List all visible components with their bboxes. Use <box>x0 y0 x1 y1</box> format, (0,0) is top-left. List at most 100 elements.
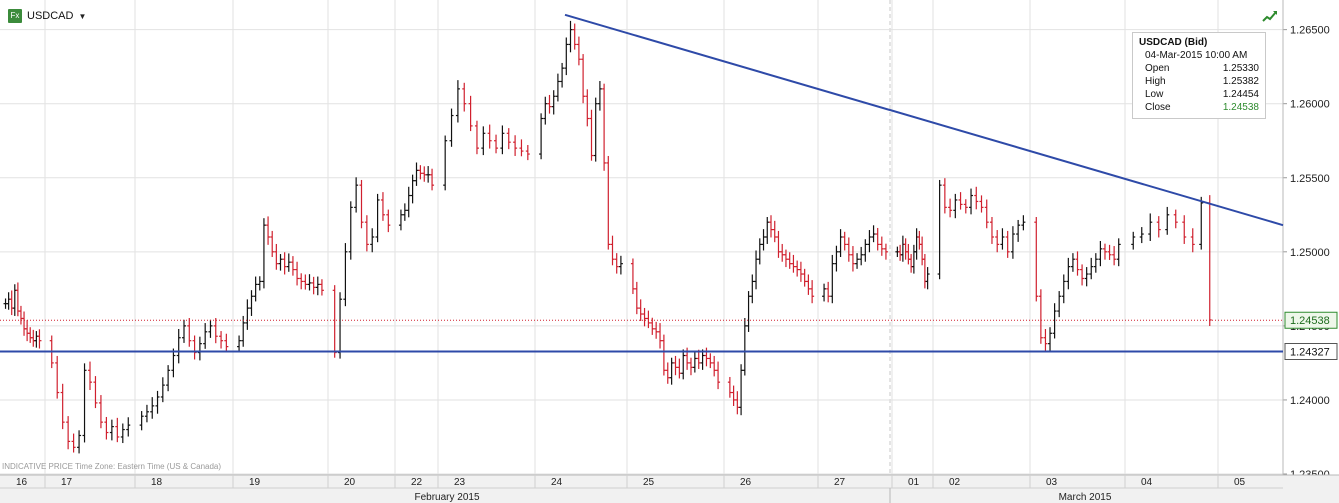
ohlc-bar <box>364 215 369 252</box>
ohlc-bar <box>937 179 942 280</box>
ohlc-bar <box>253 276 258 302</box>
ohlc-bar <box>398 209 403 231</box>
ohlc-bar <box>696 349 701 369</box>
ohlc-bar <box>406 186 411 218</box>
x-tick-label: 01 <box>908 477 920 488</box>
ohlc-bar <box>213 318 218 344</box>
ohlc-bar <box>1016 219 1021 242</box>
ohlc-bar <box>742 318 747 376</box>
ohlc-bar <box>1182 215 1187 244</box>
ohlc-bar <box>948 198 953 218</box>
ohlc-bar <box>261 218 266 289</box>
ohlc-bar <box>688 357 693 376</box>
ohlc-bar <box>1102 243 1107 260</box>
ohlc-bar <box>282 252 287 275</box>
ohlc-bar <box>219 331 224 349</box>
symbol-selector[interactable]: Fx USDCAD ▼ <box>8 7 86 25</box>
ohlc-bar <box>109 419 114 441</box>
ohlc-bar <box>969 188 974 215</box>
ohlc-bar <box>883 243 888 260</box>
ohlc-bar <box>942 178 947 214</box>
ohlc-bar <box>55 355 60 399</box>
ohlc-bar <box>249 290 254 316</box>
indicative-price-note: INDICATIVE PRICE Time Zone: Eastern Time… <box>2 462 222 471</box>
resistance-trendline <box>564 13 1284 227</box>
ohlc-bar <box>1165 206 1170 235</box>
ohlc-bar <box>307 274 312 291</box>
ohlc-bar <box>772 220 777 243</box>
ohlc-bar <box>386 209 391 233</box>
y-tick-label: 1.24000 <box>1290 395 1330 407</box>
ohlc-bar <box>115 417 120 443</box>
ohlc-bar <box>237 335 242 352</box>
ohlc-bar <box>513 135 518 156</box>
ohlc-bar <box>1034 217 1039 302</box>
ohlc-bar <box>208 319 213 338</box>
ohlc-bar <box>917 230 922 250</box>
ohlc-bar <box>9 290 14 316</box>
ohlc-bar <box>903 238 908 260</box>
ohlc-bar <box>757 238 762 265</box>
ohlc-bar <box>776 230 781 258</box>
ohlc-bar <box>311 276 316 295</box>
ohlc-bar <box>270 230 275 257</box>
ohlc-bar <box>1199 196 1204 250</box>
y-tick-label: 1.25000 <box>1290 247 1330 259</box>
ohlc-bar <box>104 416 109 440</box>
ohlc-bar <box>543 96 548 125</box>
ohlc-bar <box>354 177 359 213</box>
ohlc-bar <box>746 291 751 332</box>
ohlc-bar <box>700 349 705 370</box>
ohlc-bar <box>77 430 82 454</box>
ohlc-bar <box>795 260 800 277</box>
ohlc-bar <box>963 199 968 214</box>
info-label: Low <box>1145 89 1164 100</box>
ohlc-bar <box>692 351 697 373</box>
ohlc-bar <box>274 243 279 270</box>
ohlc-bar <box>974 186 979 210</box>
chevron-down-icon[interactable]: ▼ <box>78 11 87 21</box>
info-value: 1.24454 <box>1222 89 1259 100</box>
ohlc-bar <box>593 97 598 162</box>
ohlc-bar <box>12 284 17 316</box>
ohlc-bar <box>564 37 569 76</box>
ohlc-bar <box>914 228 919 260</box>
ohlc-bar <box>547 94 552 114</box>
ohlc-bar <box>842 231 847 251</box>
ohlc-bar <box>182 319 186 343</box>
ohlc-bar <box>245 299 250 330</box>
month-label: March 2015 <box>1059 492 1112 503</box>
ohlc-bar <box>618 255 623 275</box>
ohlc-bar <box>203 323 208 349</box>
ohlc-bar <box>31 329 36 347</box>
ohlc-bar <box>712 355 717 377</box>
ohlc-bar <box>6 292 11 310</box>
info-value: 1.25382 <box>1222 76 1259 87</box>
info-row-low: Low 1.24454 <box>1139 88 1259 101</box>
x-tick-label: 02 <box>949 477 961 488</box>
ohlc-bar <box>610 235 615 266</box>
x-tick-label: 18 <box>151 477 163 488</box>
ohlc-bar <box>681 349 686 380</box>
ohlc-bar <box>669 357 674 385</box>
ohlc-bar <box>286 253 291 272</box>
ohlc-bar <box>826 281 831 303</box>
ohlc-bar <box>359 179 364 229</box>
x-tick-label: 05 <box>1234 477 1246 488</box>
info-datetime-row: 04-Mar-2015 10:00 AM <box>1139 49 1259 62</box>
ohlc-bar <box>462 82 467 112</box>
ohlc-info-box: USDCAD (Bid) 04-Mar-2015 10:00 AM Open 1… <box>1132 32 1266 119</box>
ohlc-bar <box>380 192 385 221</box>
fx-badge: Fx <box>8 9 22 23</box>
ohlc-bar <box>614 253 619 274</box>
trend-line-icon[interactable] <box>1262 9 1278 23</box>
ohlc-bar <box>144 404 149 423</box>
ohlc-bar <box>1148 213 1153 241</box>
ohlc-bar <box>1107 244 1112 260</box>
ohlc-bar <box>192 335 197 360</box>
ohlc-bar <box>1190 228 1195 253</box>
info-row-high: High 1.25382 <box>1139 75 1259 88</box>
ohlc-bar <box>787 252 792 269</box>
ohlc-bar <box>290 256 295 276</box>
